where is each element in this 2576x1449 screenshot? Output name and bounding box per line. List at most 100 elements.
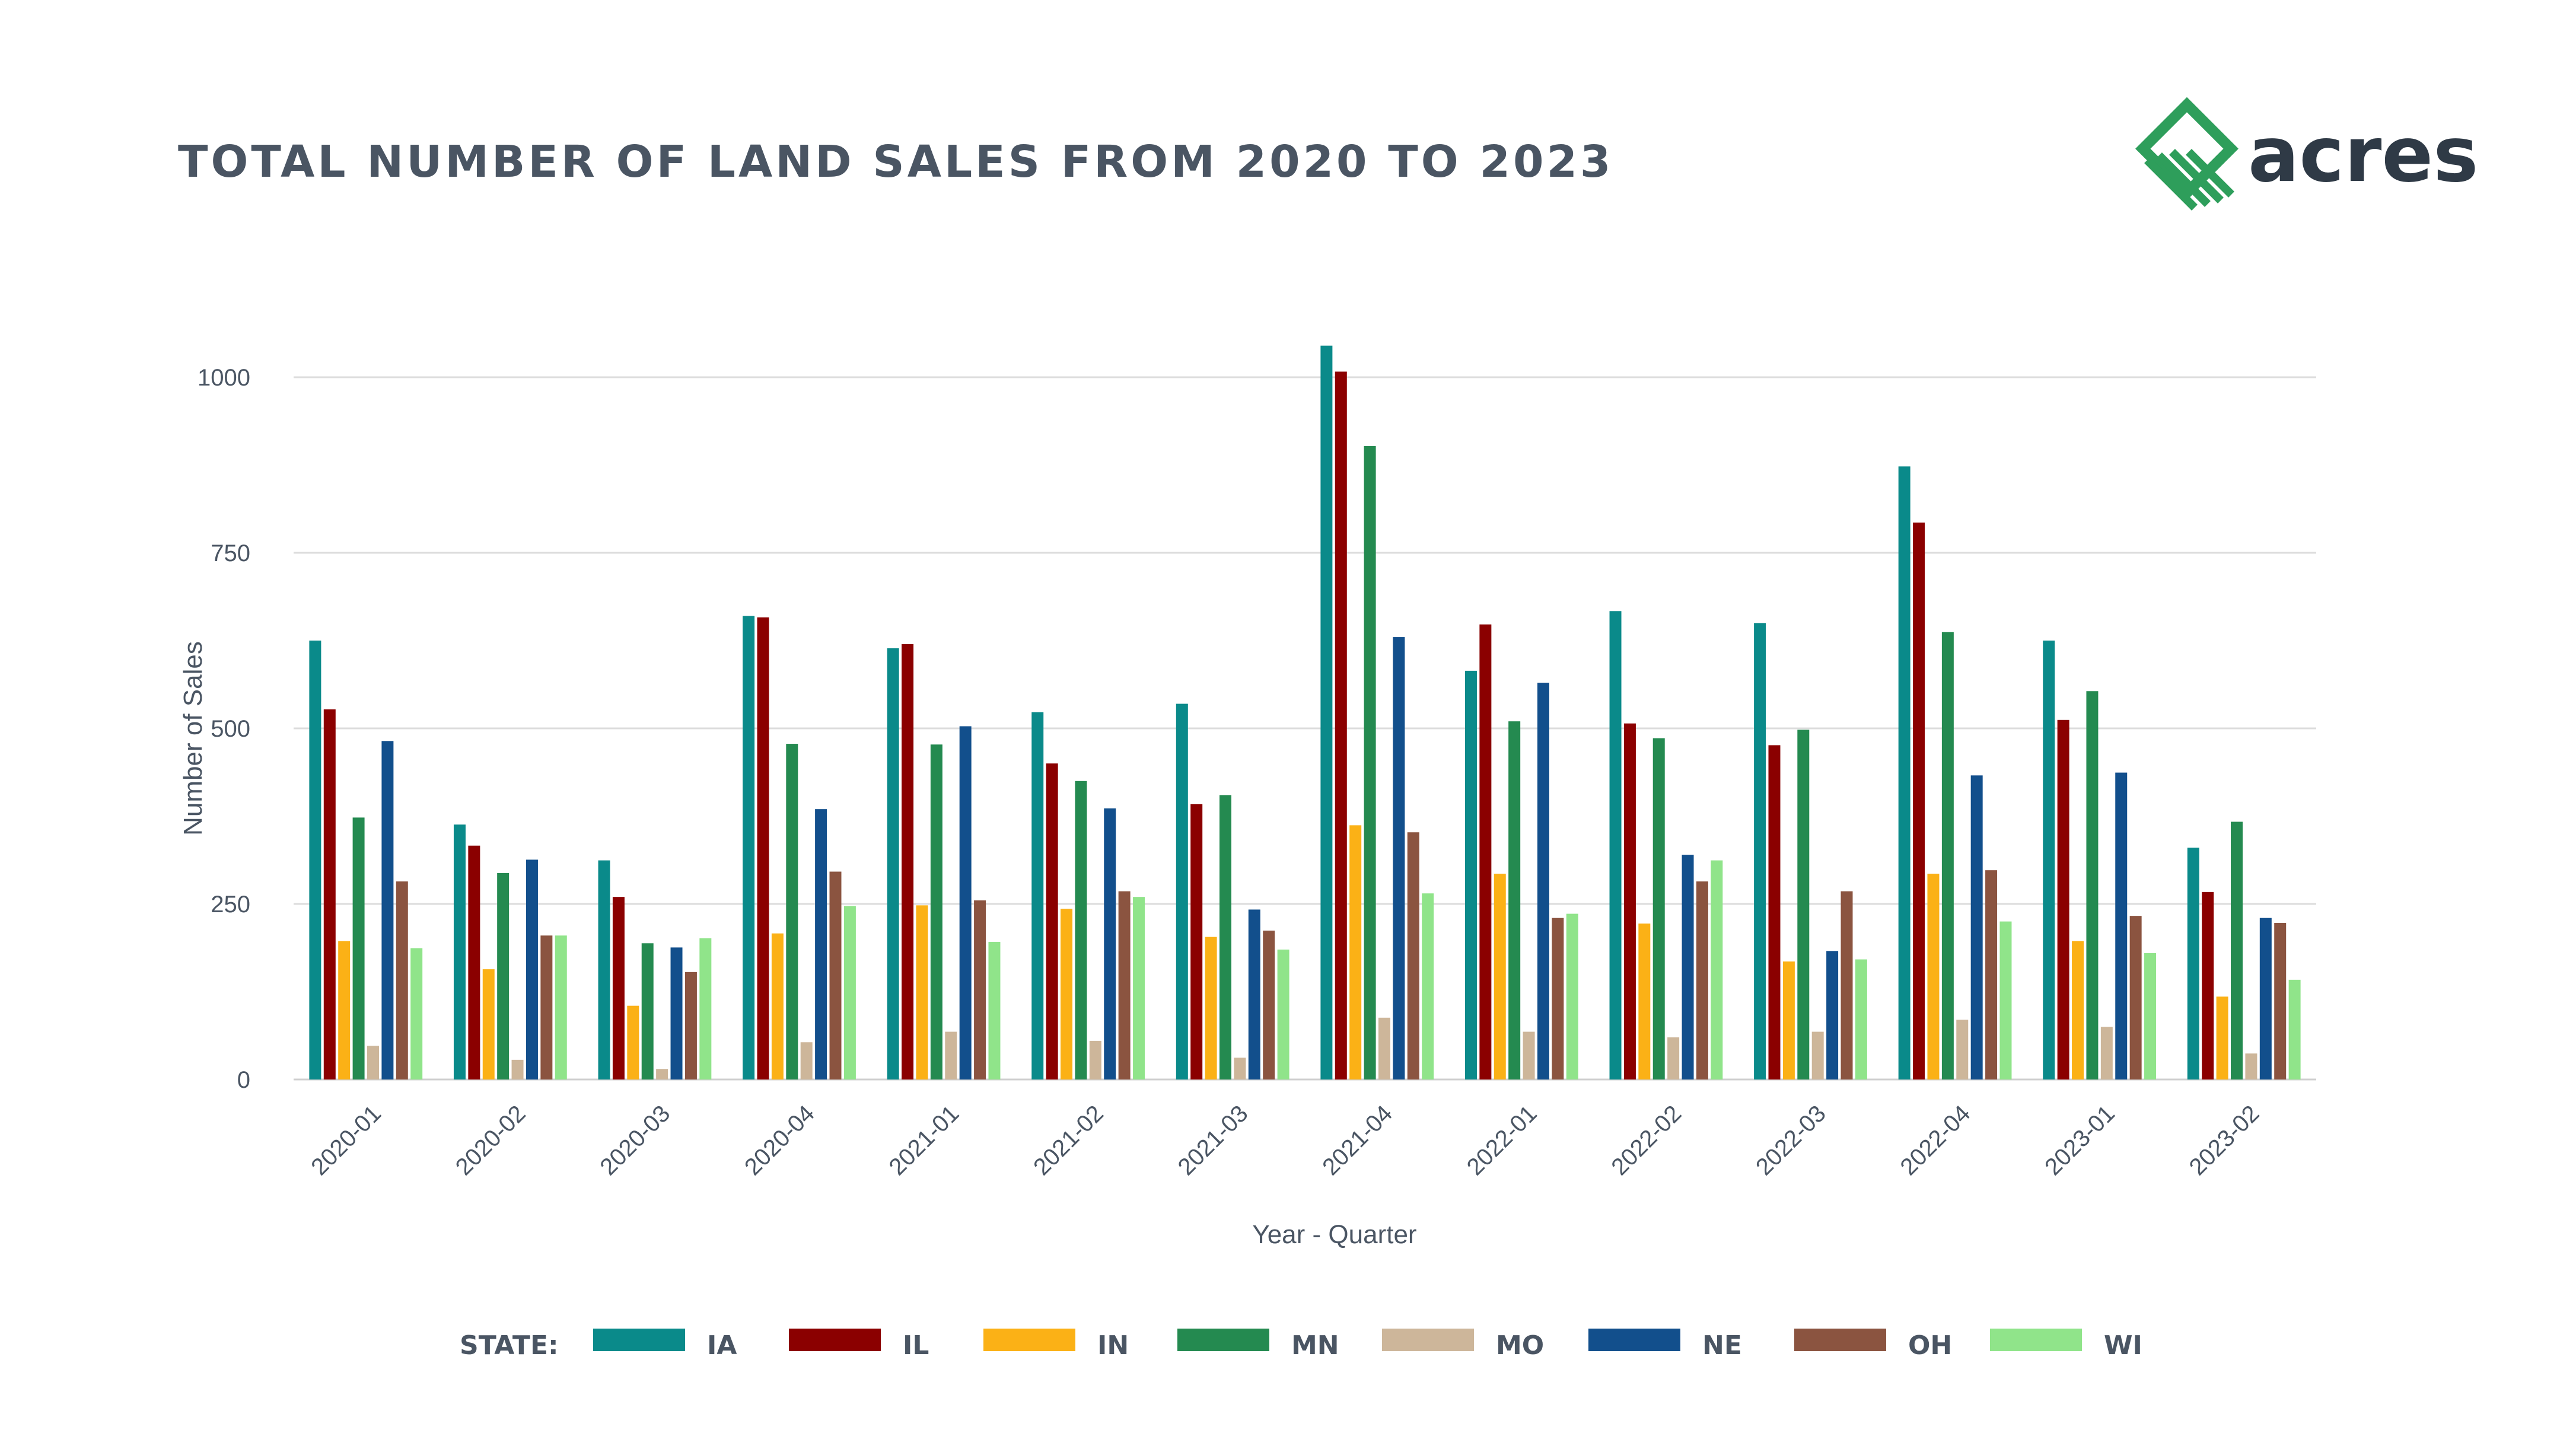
bar-wi-2023-01 bbox=[2144, 953, 2157, 1079]
y-tick-label: 250 bbox=[211, 891, 250, 918]
x-tick-label: 2022-01 bbox=[1462, 1100, 1542, 1180]
bar-in-2022-01 bbox=[1494, 874, 1506, 1079]
bar-in-2022-04 bbox=[1927, 874, 1940, 1079]
x-tick-label: 2022-03 bbox=[1751, 1100, 1831, 1180]
y-axis-label: Number of Sales bbox=[179, 641, 208, 836]
bar-il-2022-02 bbox=[1623, 723, 1636, 1079]
legend-label-ia: IA bbox=[707, 1330, 737, 1361]
bar-wi-2020-01 bbox=[410, 948, 423, 1079]
y-tick-label: 500 bbox=[211, 716, 250, 742]
bar-mn-2020-02 bbox=[497, 872, 510, 1079]
x-tick-label: 2023-02 bbox=[2185, 1100, 2265, 1180]
gridlines bbox=[294, 376, 2316, 905]
bar-wi-2023-02 bbox=[2288, 979, 2301, 1079]
bar-ne-2021-01 bbox=[959, 726, 972, 1079]
legend-swatch-mo bbox=[1382, 1329, 1474, 1351]
legend-label-mo: MO bbox=[1496, 1330, 1544, 1361]
legend-swatch-ne bbox=[1588, 1329, 1680, 1351]
bar-in-2020-02 bbox=[482, 969, 495, 1079]
bar-il-2022-03 bbox=[1768, 745, 1781, 1079]
x-tick-label: 2020-04 bbox=[740, 1100, 820, 1180]
legend-swatch-mn bbox=[1177, 1329, 1269, 1351]
bar-in-2021-02 bbox=[1061, 909, 1073, 1079]
legend: STATE: IA IL IN MN MO NE OH WI bbox=[460, 1329, 2142, 1361]
bar-ia-2022-03 bbox=[1754, 623, 1766, 1079]
bar-ia-2021-02 bbox=[1031, 712, 1044, 1079]
acres-logo-text: acres bbox=[2248, 111, 2478, 199]
bar-in-2023-01 bbox=[2072, 941, 2084, 1079]
x-tick-label: 2021-02 bbox=[1029, 1100, 1109, 1180]
bar-in-2022-03 bbox=[1782, 961, 1795, 1079]
bar-wi-2022-01 bbox=[1566, 913, 1578, 1079]
bar-mn-2022-02 bbox=[1652, 738, 1665, 1079]
bar-wi-2021-01 bbox=[988, 941, 1001, 1079]
x-tick-label: 2021-04 bbox=[1317, 1100, 1397, 1180]
bar-wi-2022-04 bbox=[1999, 921, 2012, 1079]
bar-mo-2023-02 bbox=[2245, 1053, 2257, 1079]
bar-oh-2020-02 bbox=[540, 935, 553, 1079]
bar-ne-2020-02 bbox=[526, 859, 538, 1079]
bar-oh-2023-01 bbox=[2129, 916, 2142, 1079]
bar-oh-2021-03 bbox=[1263, 930, 1275, 1079]
y-axis-ticks: 0 250 500 750 1000 bbox=[198, 365, 250, 1093]
bar-in-2020-04 bbox=[771, 933, 784, 1079]
bar-il-2020-04 bbox=[757, 617, 769, 1079]
bar-mo-2020-02 bbox=[511, 1059, 524, 1079]
bar-mo-2021-02 bbox=[1089, 1040, 1101, 1079]
x-tick-label: 2020-02 bbox=[451, 1100, 531, 1180]
bar-ia-2021-04 bbox=[1320, 345, 1333, 1079]
x-axis-label: Year - Quarter bbox=[1252, 1220, 1416, 1249]
acres-logo: acres bbox=[2135, 97, 2478, 211]
bar-oh-2022-04 bbox=[1985, 870, 1998, 1079]
bar-ne-2022-01 bbox=[1537, 683, 1549, 1079]
bar-oh-2021-04 bbox=[1407, 832, 1419, 1079]
x-tick-label: 2020-03 bbox=[595, 1100, 675, 1180]
bar-ia-2020-02 bbox=[453, 824, 466, 1079]
bar-il-2021-02 bbox=[1046, 763, 1058, 1079]
x-tick-label: 2022-04 bbox=[1896, 1100, 1976, 1180]
bar-ne-2021-02 bbox=[1104, 808, 1116, 1079]
bar-in-2020-03 bbox=[627, 1005, 639, 1079]
bar-mo-2023-01 bbox=[2100, 1027, 2113, 1079]
legend-title: STATE: bbox=[460, 1330, 559, 1361]
bar-il-2020-02 bbox=[468, 845, 480, 1079]
bar-mo-2022-04 bbox=[1956, 1020, 1969, 1079]
bar-mo-2021-04 bbox=[1378, 1017, 1390, 1079]
bar-in-2021-03 bbox=[1205, 937, 1217, 1079]
bar-wi-2021-03 bbox=[1277, 949, 1289, 1079]
bar-in-2022-02 bbox=[1638, 923, 1651, 1079]
bar-mn-2021-04 bbox=[1364, 446, 1376, 1079]
bar-ne-2021-04 bbox=[1393, 637, 1405, 1079]
legend-swatch-ia bbox=[593, 1329, 685, 1351]
bar-mn-2022-01 bbox=[1508, 721, 1521, 1079]
bar-il-2023-02 bbox=[2202, 891, 2214, 1079]
bar-ne-2020-04 bbox=[815, 809, 827, 1079]
bar-il-2021-01 bbox=[902, 644, 914, 1079]
bar-mn-2022-03 bbox=[1797, 730, 1810, 1079]
y-tick-label: 0 bbox=[237, 1067, 250, 1093]
bar-mn-2022-04 bbox=[1941, 632, 1954, 1079]
bar-ia-2023-01 bbox=[2043, 641, 2055, 1079]
bar-in-2021-01 bbox=[916, 905, 928, 1079]
x-tick-label: 2020-01 bbox=[306, 1100, 386, 1180]
y-tick-label: 750 bbox=[211, 540, 250, 566]
y-tick-label: 1000 bbox=[198, 365, 250, 391]
bar-mn-2020-04 bbox=[786, 744, 798, 1079]
bar-ne-2023-01 bbox=[2115, 772, 2128, 1079]
bar-oh-2020-03 bbox=[684, 972, 697, 1079]
bar-wi-2020-04 bbox=[843, 906, 856, 1079]
bar-mo-2020-03 bbox=[656, 1069, 668, 1079]
bar-in-2020-01 bbox=[338, 941, 351, 1079]
x-axis-ticks: 2020-01 2020-02 2020-03 2020-04 2021-01 2021-… bbox=[306, 1100, 2264, 1180]
bar-mo-2020-01 bbox=[367, 1046, 379, 1079]
bar-il-2021-03 bbox=[1190, 804, 1203, 1079]
bar-il-2023-01 bbox=[2057, 719, 2069, 1079]
bar-oh-2020-04 bbox=[829, 871, 842, 1079]
bar-mo-2022-03 bbox=[1811, 1031, 1824, 1079]
bar-wi-2022-02 bbox=[1711, 860, 1723, 1079]
bar-ia-2022-04 bbox=[1898, 466, 1910, 1080]
bar-mo-2022-01 bbox=[1523, 1031, 1535, 1079]
bar-ia-2022-01 bbox=[1464, 670, 1477, 1079]
bar-il-2022-01 bbox=[1479, 624, 1492, 1079]
bar-ne-2022-02 bbox=[1682, 855, 1694, 1079]
